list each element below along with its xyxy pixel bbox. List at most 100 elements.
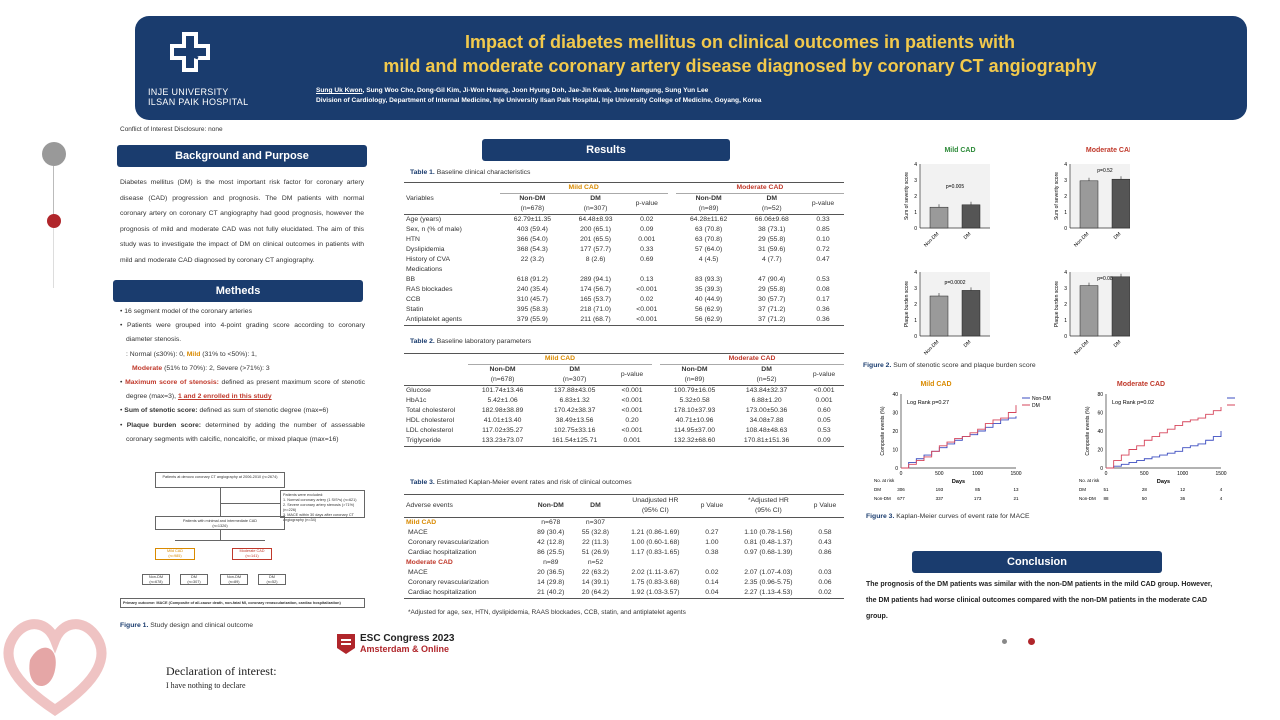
table3-cell: Cardiac hospitalization <box>408 549 477 556</box>
risk-value: 13 <box>1013 487 1019 492</box>
table1-cell <box>565 265 626 275</box>
decor-dot-1 <box>1002 639 1007 644</box>
x-tick-label: DM <box>963 339 973 349</box>
background-text: Diabetes mellitus (DM) is the most impor… <box>120 179 364 264</box>
table2-cell: <0.001 <box>813 387 835 394</box>
table1-cell: 403 (59.4) <box>516 226 548 233</box>
results-heading: Results <box>482 139 730 161</box>
table2-row: HDL cholesterol 41.01±13.40 38.49±13.56 0.2… <box>404 416 844 426</box>
table3-cell: MACE <box>408 569 428 576</box>
table2-cell: <0.001 <box>621 427 643 434</box>
table2-cell: Triglyceride <box>406 437 441 444</box>
table1-cell: 0.02 <box>640 216 654 223</box>
bar <box>929 295 949 337</box>
table1-cell: Age (years) <box>406 216 442 223</box>
y-tick-label: 0 <box>1064 226 1067 232</box>
y-tick-label: 4 <box>914 162 917 168</box>
table1-cell: 0.09 <box>640 226 654 233</box>
x-tick-label: 1500 <box>1010 471 1021 477</box>
y-tick-label: 2 <box>1064 302 1067 308</box>
table1-row: Dyslipidemia 368 (54.3) 177 (57.7) 0.33 57 (… <box>404 245 844 255</box>
bar <box>1111 178 1130 229</box>
table2-cell: <0.001 <box>621 397 643 404</box>
table1-cell: 66.06±9.68 <box>754 216 789 223</box>
spacer-cell <box>652 406 660 416</box>
table1-cell: 30 (57.7) <box>758 296 786 303</box>
y-tick-label: 0 <box>1064 334 1067 340</box>
table1-row: Statin 395 (58.3) 218 (71.0) <0.001 56 (62.9… <box>404 305 844 315</box>
table3-cell: 0.86 <box>818 549 832 556</box>
heart-decoration-icon <box>3 619 107 717</box>
y-axis-label: Plaque burden score <box>904 281 910 327</box>
y-tick-label: 80 <box>1097 392 1103 398</box>
table1-cell: 366 (54.0) <box>516 236 548 243</box>
bar-panel: Moderate CAD 0 1 2 3 4 Sum of severity score No… <box>1054 147 1130 249</box>
panel-title: Moderate CAD <box>1117 381 1165 388</box>
spacer-cell <box>668 315 676 326</box>
table3-cell: 86 (25.5) <box>537 549 565 556</box>
bar <box>961 204 981 229</box>
y-tick-label: 2 <box>914 194 917 200</box>
table2-row: HbA1c 5.42±1.06 6.83±1.32 <0.001 5.32±0.58 6.… <box>404 396 844 406</box>
table2-cell: 117.02±35.27 <box>482 427 524 434</box>
table3-cell: 0.58 <box>818 529 832 536</box>
table2-cell: 143.84±32.37 <box>745 387 788 394</box>
flow-split-h <box>175 540 265 541</box>
y-tick-label: 0 <box>1100 466 1103 472</box>
table2-cell: 38.49±13.56 <box>555 417 594 424</box>
y-tick-label: 1 <box>914 318 917 324</box>
spacer-cell <box>668 265 676 275</box>
risk-group-label: Non-DM <box>1079 496 1096 501</box>
flow-box-mild: Mild CAD (n=985) <box>155 548 195 560</box>
uni-line1: INJE UNIVERSITY <box>148 87 229 97</box>
logrank-text: Log Rank p=0.02 <box>1112 400 1154 406</box>
risk-value: 193 <box>936 487 944 492</box>
table1-cell: 618 (91.2) <box>516 276 548 283</box>
panel-title: Mild CAD <box>944 147 975 154</box>
methods-bullet-4: • Sum of stenotic score: defined as sum … <box>120 407 329 415</box>
table1-cell: 310 (45.7) <box>516 296 548 303</box>
table3-cell: 22 (63.2) <box>581 569 610 576</box>
table3-cell: 51 (26.9) <box>581 549 610 556</box>
university-name: INJE UNIVERSITY ILSAN PAIK HOSPITAL <box>148 87 248 107</box>
table3-cell <box>693 558 731 568</box>
table1-row: RAS blockades 240 (35.4) 174 (56.7) <0.001 3… <box>404 285 844 295</box>
table1-cell: 0.69 <box>640 256 654 263</box>
table2-cell: 6.88±1.20 <box>751 397 782 404</box>
risk-value: 36 <box>1180 496 1186 501</box>
bar <box>961 290 981 337</box>
x-tick-label: DM <box>963 231 973 241</box>
table1-cell: 368 (54.3) <box>516 246 548 253</box>
table2-cell: 101.74±13.46 <box>481 387 524 394</box>
author-list: Sung Uk Kwon, Sung Woo Cho, Dong-Gil Kim… <box>316 86 761 96</box>
flow-box-g1: Non-DM (n=678) <box>142 574 170 585</box>
table1-row: CCB 310 (45.7) 165 (53.7) 0.02 40 (44.9) 30 (… <box>404 295 844 305</box>
p-value: p=0.52 <box>1097 168 1113 174</box>
table1-cell: 56 (62.9) <box>695 316 723 323</box>
table1-cell: 57 (64.0) <box>695 246 723 253</box>
table2-cell: 5.32±0.58 <box>679 397 710 404</box>
risk-value: 85 <box>975 487 981 492</box>
table1-body: Age (years) 62.79±11.35 64.48±8.93 0.02 64.2… <box>404 215 844 326</box>
x-tick-label: 0 <box>1105 471 1108 477</box>
table1-cell <box>802 265 844 275</box>
table2-cell: Total cholesterol <box>406 407 456 414</box>
flow-box-g4: DM (n=52) <box>258 574 286 585</box>
risk-group-label: Non-DM <box>874 496 891 501</box>
table3-cell: 0.81 (0.48-1.37) <box>744 539 793 546</box>
table1-cell: 29 (55.8) <box>758 236 786 243</box>
background-heading: Background and Purpose <box>117 145 367 167</box>
y-tick-label: 0 <box>914 226 917 232</box>
table2-cell: <0.001 <box>621 387 643 394</box>
table1-row: BB 618 (91.2) 289 (94.1) 0.13 83 (93.3) 47 (9… <box>404 275 844 285</box>
table1-cell: 0.53 <box>816 276 830 283</box>
y-tick-label: 2 <box>1064 194 1067 200</box>
bar <box>1079 180 1099 229</box>
declaration: Declaration of interest: I have nothing … <box>166 664 277 690</box>
table3-cell: 0.14 <box>705 579 719 586</box>
table3-cell: 20 (64.2) <box>581 589 610 596</box>
table1-cell: 0.36 <box>816 306 830 313</box>
y-tick-label: 3 <box>1064 178 1067 184</box>
y-tick-label: 3 <box>1064 286 1067 292</box>
